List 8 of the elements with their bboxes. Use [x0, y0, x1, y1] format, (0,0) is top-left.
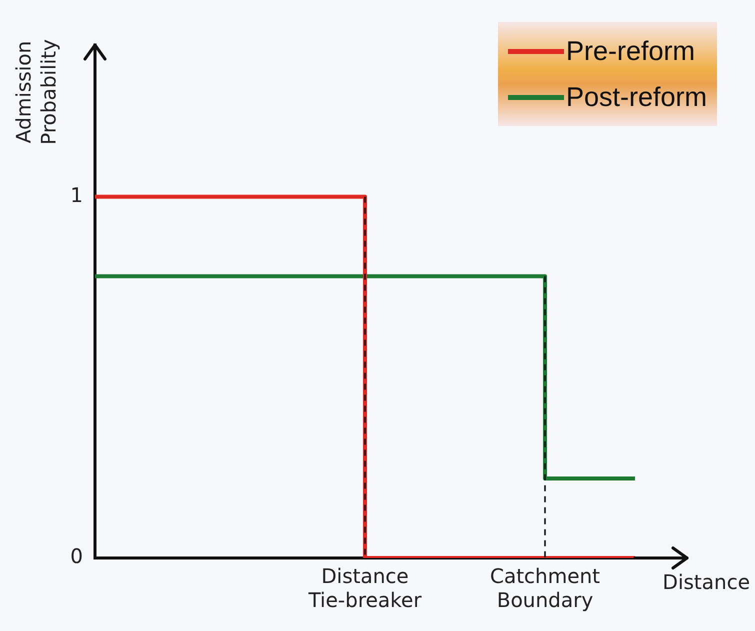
- legend-label: Pre-reform: [566, 36, 695, 66]
- x-tick-label: Catchment Boundary: [490, 564, 600, 612]
- x-axis-title: Distance: [662, 570, 750, 594]
- x-tick-label: Distance Tie-breaker: [307, 564, 422, 612]
- y-tick-label: 0: [70, 544, 83, 568]
- y-tick-label: 1: [70, 182, 83, 207]
- y-axis-title: Admission Probability: [12, 38, 61, 145]
- legend-label: Post-reform: [566, 82, 707, 112]
